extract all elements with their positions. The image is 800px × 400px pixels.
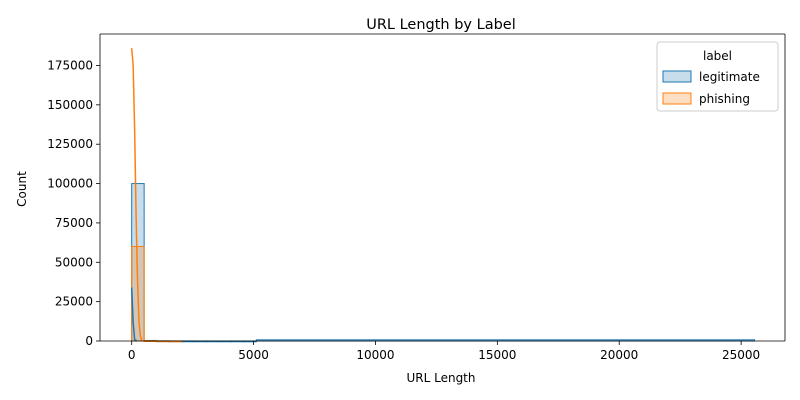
x-tick-label-4: 20000 — [600, 348, 638, 362]
y-tick-label-6: 150000 — [47, 98, 93, 112]
phishing-kde-line — [130, 48, 143, 342]
y-tick-label-4: 100000 — [47, 177, 93, 191]
legend-label-legitimate: legitimate — [699, 70, 760, 84]
x-tick-label-1: 5000 — [238, 348, 269, 362]
axes: 0 5000 10000 15000 20000 25000 0 25000 50000 7500… — [47, 33, 786, 362]
legend-swatch-phishing — [662, 92, 692, 105]
legitimate-kde-line — [130, 287, 138, 342]
legend-title: label — [703, 49, 732, 63]
legend-box — [656, 41, 779, 112]
y-axis-title: Count — [15, 171, 29, 207]
x-tick-label-5: 25000 — [722, 348, 760, 362]
chart-title: URL Length by Label — [366, 17, 516, 33]
y-tick-label-3: 75000 — [55, 216, 93, 230]
x-tick-label-0: 0 — [128, 348, 136, 362]
y-tick-label-5: 125000 — [47, 137, 93, 151]
legend-label-phishing: phishing — [699, 92, 750, 106]
y-tick-label-1: 25000 — [55, 295, 93, 309]
y-tick-label-7: 175000 — [47, 58, 93, 72]
legend: label legitimate phishing — [656, 41, 779, 112]
y-tick-label-0: 0 — [85, 334, 93, 348]
x-tick-label-3: 15000 — [478, 348, 516, 362]
x-axis-title: URL Length — [406, 371, 475, 385]
x-tick-label-2: 10000 — [356, 348, 394, 362]
y-tick-label-2: 50000 — [55, 255, 93, 269]
legend-swatch-legitimate — [662, 70, 692, 83]
